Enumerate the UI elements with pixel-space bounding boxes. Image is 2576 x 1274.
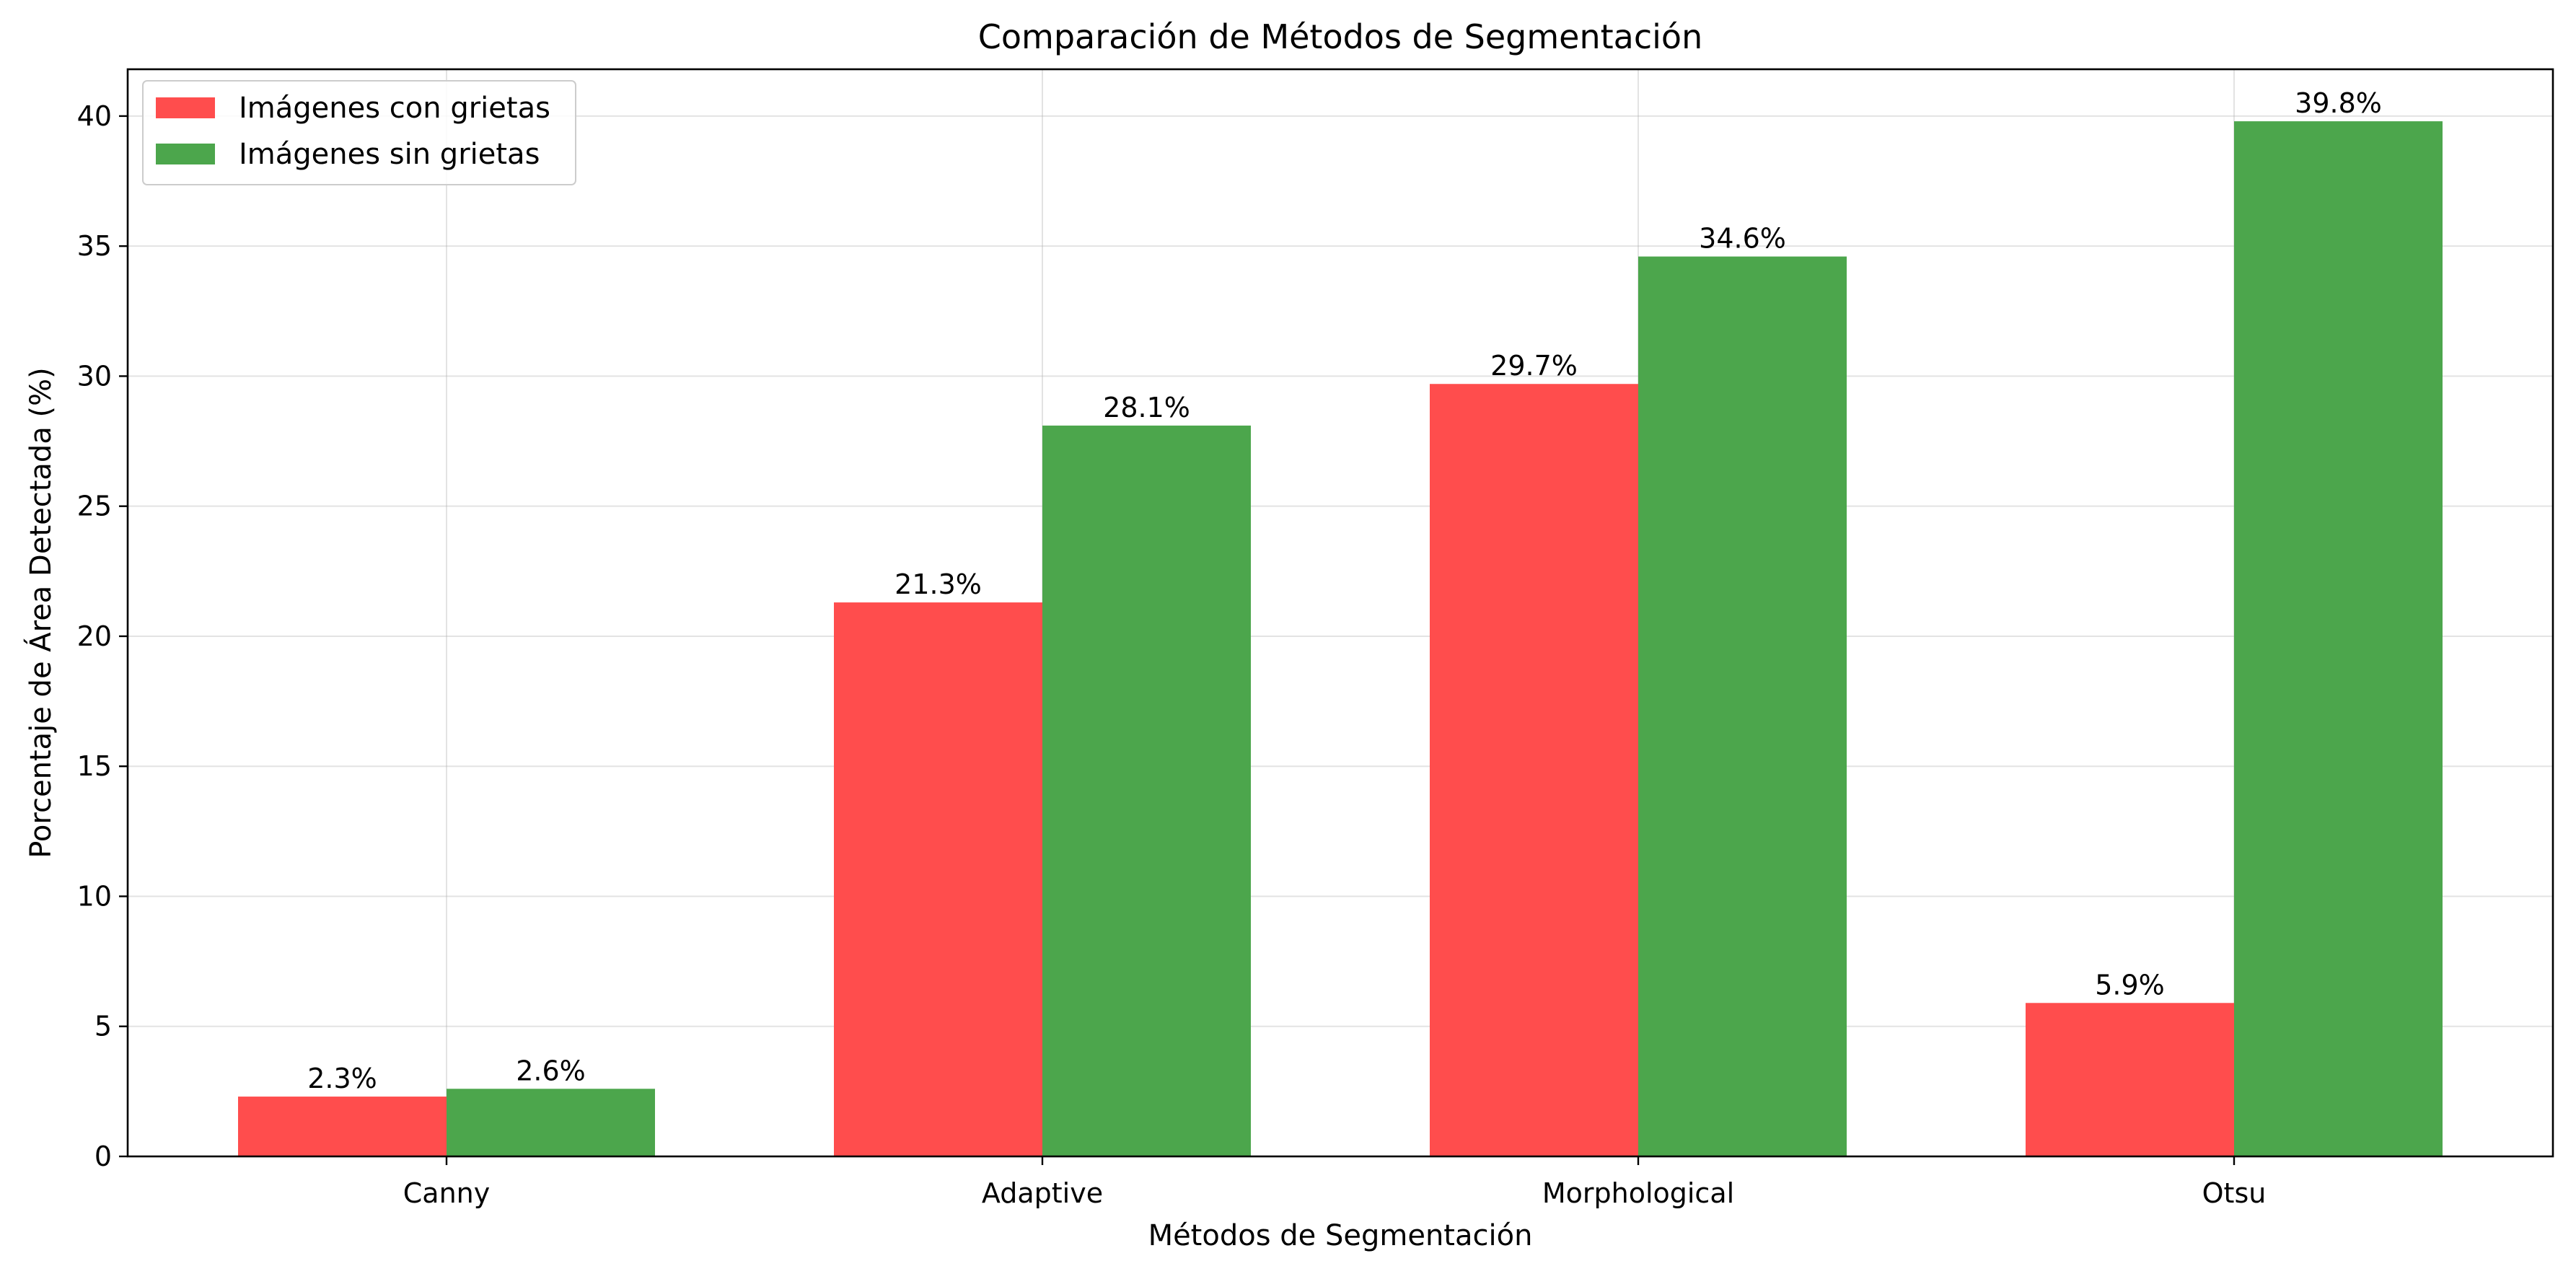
bar-layer (238, 121, 2443, 1157)
bar (834, 602, 1042, 1156)
legend-label-con-grietas: Imágenes con grietas (239, 92, 550, 125)
data-label: 34.6% (1699, 223, 1786, 255)
legend-label-sin-grietas: Imágenes sin grietas (239, 138, 540, 171)
y-tick-label: 10 (77, 880, 112, 912)
data-label: 5.9% (2095, 969, 2165, 1001)
grid-layer (128, 69, 2553, 1157)
data-label: 29.7% (1490, 350, 1578, 382)
tick-layer: 0 5 10 15 20 25 30 35 40 Canny Adaptive Morphologic… (77, 100, 2267, 1209)
y-tick-label: 35 (77, 230, 112, 262)
x-axis-title: Métodos de Segmentación (1148, 1219, 1533, 1252)
data-label: 2.6% (516, 1055, 586, 1086)
bar (447, 1089, 655, 1156)
y-tick-label: 25 (77, 491, 112, 522)
bar (1042, 425, 1251, 1156)
plot-frame (126, 68, 2554, 1158)
y-axis-title: Porcentaje de Área Detectada (%) (23, 367, 58, 858)
x-tick-label: Morphological (1542, 1177, 1734, 1209)
y-tick-label: 40 (77, 100, 112, 132)
data-label: 2.3% (307, 1063, 377, 1094)
x-tick-label: Canny (403, 1177, 490, 1209)
y-tick-label: 0 (94, 1141, 112, 1172)
bar (1430, 384, 1638, 1156)
data-label: 39.8% (2295, 87, 2382, 119)
legend: Imágenes con grietas Imágenes sin grieta… (142, 80, 576, 185)
y-tick-label: 20 (77, 620, 112, 652)
chart-title: Comparación de Métodos de Segmentación (978, 17, 1702, 56)
data-label: 28.1% (1103, 392, 1190, 423)
bar (1638, 256, 1847, 1156)
bar (2026, 1003, 2234, 1156)
data-label: 21.3% (894, 568, 982, 600)
bar (2234, 121, 2443, 1157)
y-tick-label: 15 (77, 750, 112, 782)
legend-swatch-sin-grietas (156, 144, 215, 164)
bar (238, 1097, 447, 1156)
legend-swatch-con-grietas (156, 97, 215, 118)
data-label-layer: 2.3% 21.3% 29.7% 5.9% 2.6% 28.1% 34.6% 39.8% (307, 87, 2382, 1094)
y-tick-label: 5 (94, 1011, 112, 1042)
x-tick-label: Otsu (2202, 1177, 2267, 1209)
y-tick-label: 30 (77, 360, 112, 392)
x-tick-label: Adaptive (982, 1177, 1103, 1209)
legend-box (142, 80, 576, 185)
